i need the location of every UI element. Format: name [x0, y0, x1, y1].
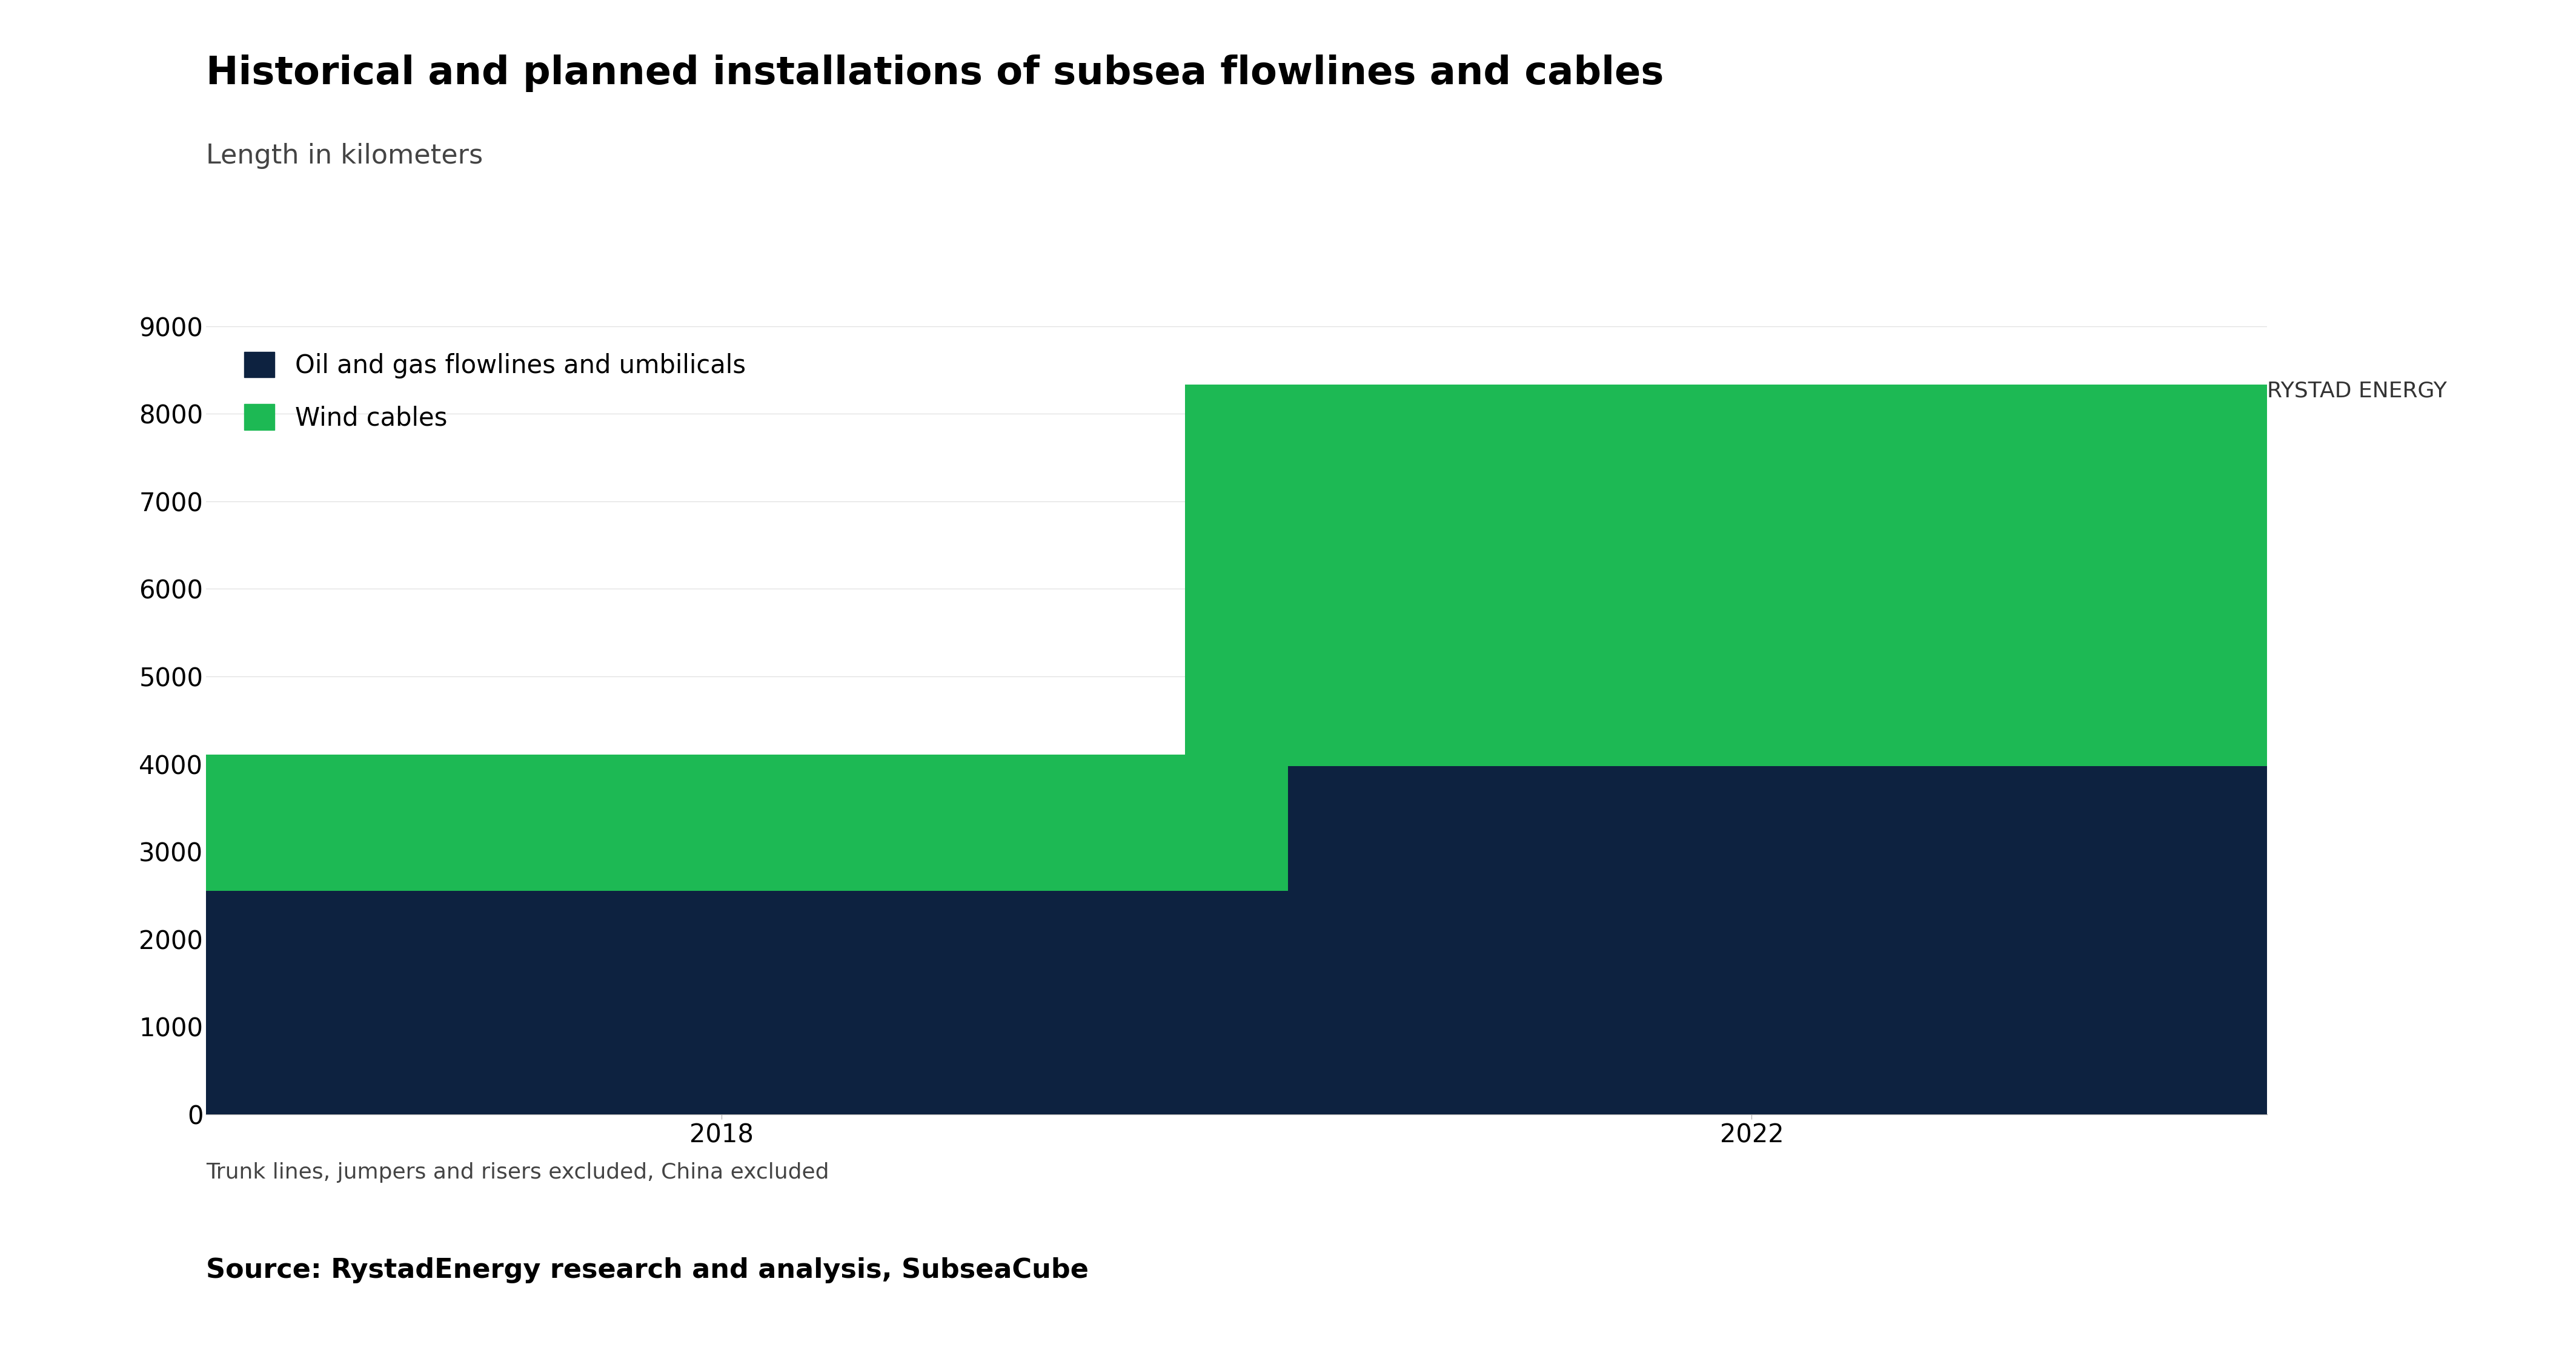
Legend: Oil and gas flowlines and umbilicals, Wind cables: Oil and gas flowlines and umbilicals, Wi… [240, 347, 750, 436]
Bar [1185, 385, 2318, 766]
Bar [155, 754, 1288, 892]
Text: Length in kilometers: Length in kilometers [206, 143, 484, 169]
Bar [1185, 766, 2318, 1114]
Bar [155, 892, 1288, 1114]
Text: Historical and planned installations of subsea flowlines and cables: Historical and planned installations of … [206, 54, 1664, 92]
Text: Trunk lines, jumpers and risers excluded, China excluded: Trunk lines, jumpers and risers excluded… [206, 1162, 829, 1182]
Text: RYSTAD ENERGY: RYSTAD ENERGY [2267, 381, 2447, 401]
Text: Source: RystadEnergy research and analysis, SubseaCube: Source: RystadEnergy research and analys… [206, 1257, 1090, 1283]
